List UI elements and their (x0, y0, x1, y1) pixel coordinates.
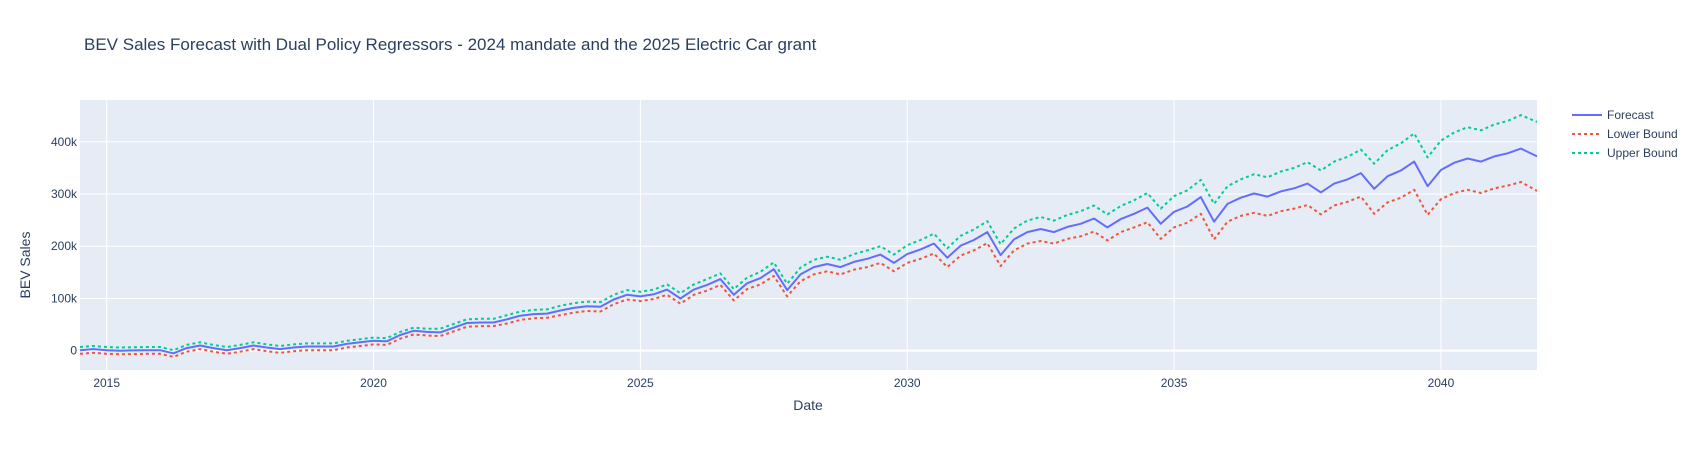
y-tick-label: 0 (70, 344, 77, 358)
legend[interactable]: Forecast Lower Bound Upper Bound (1572, 108, 1678, 160)
x-tick-label: 2015 (93, 376, 120, 390)
legend-item-upper-bound[interactable]: Upper Bound (1572, 146, 1678, 160)
x-tick-label: 2030 (894, 376, 921, 390)
y-tick-label: 100k (51, 291, 78, 305)
x-tick-labels: 2015 2020 2025 2030 2035 2040 (93, 376, 1454, 390)
y-gridlines (80, 141, 1537, 352)
y-tick-label: 400k (51, 135, 78, 149)
legend-item-lower-bound[interactable]: Lower Bound (1572, 127, 1678, 141)
x-gridlines (106, 100, 1442, 370)
y-tick-label: 200k (51, 239, 78, 253)
legend-item-forecast[interactable]: Forecast (1572, 108, 1654, 122)
x-tick-label: 2035 (1161, 376, 1188, 390)
legend-label: Lower Bound (1607, 127, 1678, 141)
x-tick-label: 2025 (627, 376, 654, 390)
chart-title: BEV Sales Forecast with Dual Policy Regr… (84, 35, 817, 54)
legend-label: Forecast (1607, 108, 1654, 122)
x-tick-label: 2020 (360, 376, 387, 390)
x-axis-title: Date (793, 397, 823, 413)
y-tick-label: 300k (51, 187, 78, 201)
plot-area (80, 100, 1537, 370)
y-tick-labels: 0 100k 200k 300k 400k (51, 135, 78, 358)
series-line-upper-bound[interactable] (79, 114, 1538, 352)
x-tick-label: 2040 (1428, 376, 1455, 390)
y-axis-title: BEV Sales (17, 232, 33, 299)
series-layer (79, 114, 1538, 358)
series-line-forecast[interactable] (79, 147, 1538, 355)
legend-label: Upper Bound (1607, 146, 1678, 160)
